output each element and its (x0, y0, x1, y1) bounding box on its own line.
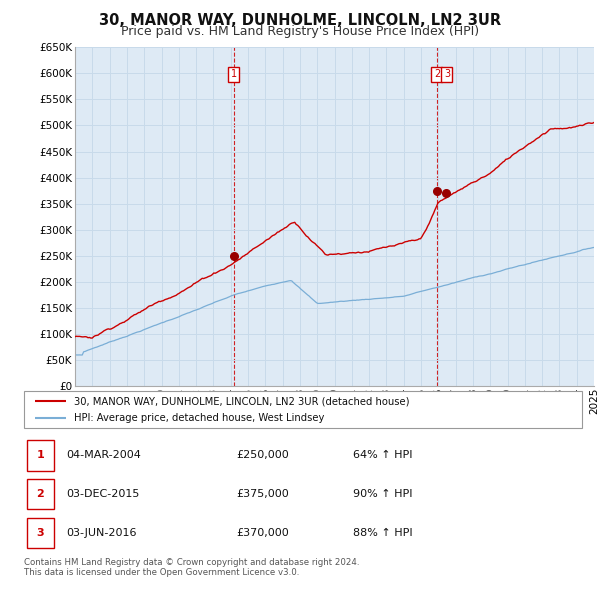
Text: 3: 3 (444, 70, 450, 79)
Text: Price paid vs. HM Land Registry's House Price Index (HPI): Price paid vs. HM Land Registry's House … (121, 25, 479, 38)
Text: £250,000: £250,000 (236, 450, 289, 460)
Text: 30, MANOR WAY, DUNHOLME, LINCOLN, LN2 3UR (detached house): 30, MANOR WAY, DUNHOLME, LINCOLN, LN2 3U… (74, 396, 410, 406)
Bar (27, 479, 53, 509)
Text: 1: 1 (230, 70, 237, 79)
Text: 04-MAR-2004: 04-MAR-2004 (66, 450, 141, 460)
Text: 03-JUN-2016: 03-JUN-2016 (66, 528, 136, 538)
Text: 03-DEC-2015: 03-DEC-2015 (66, 489, 139, 499)
Text: £375,000: £375,000 (236, 489, 289, 499)
Text: HPI: Average price, detached house, West Lindsey: HPI: Average price, detached house, West… (74, 413, 325, 423)
Bar (27, 440, 53, 471)
Text: 88% ↑ HPI: 88% ↑ HPI (353, 528, 413, 538)
Text: 2: 2 (434, 70, 440, 79)
Text: 2: 2 (37, 489, 44, 499)
Text: 3: 3 (37, 528, 44, 538)
Bar (27, 517, 53, 548)
Text: Contains HM Land Registry data © Crown copyright and database right 2024.
This d: Contains HM Land Registry data © Crown c… (24, 558, 359, 577)
Text: 90% ↑ HPI: 90% ↑ HPI (353, 489, 413, 499)
Text: 1: 1 (37, 450, 44, 460)
Text: 64% ↑ HPI: 64% ↑ HPI (353, 450, 413, 460)
Text: £370,000: £370,000 (236, 528, 289, 538)
Text: 30, MANOR WAY, DUNHOLME, LINCOLN, LN2 3UR: 30, MANOR WAY, DUNHOLME, LINCOLN, LN2 3U… (99, 13, 501, 28)
